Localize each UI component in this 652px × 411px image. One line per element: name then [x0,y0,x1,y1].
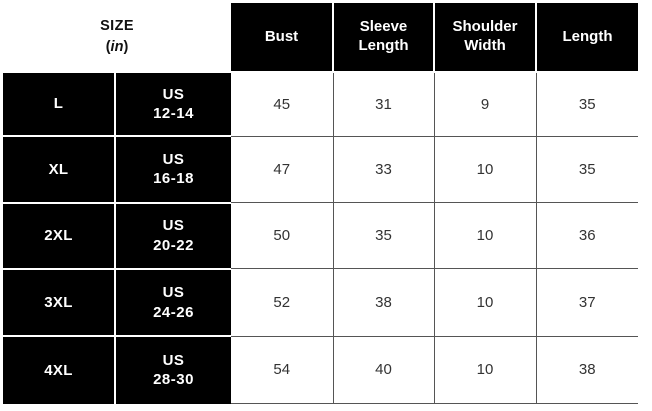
table-row: 3XL US 24-26 52 38 10 37 [3,267,638,337]
row-us-size: US 20-22 [115,201,231,269]
cell-length: 37 [535,268,638,337]
row-us-size: US 24-26 [115,267,231,337]
unit-abbreviation: in [110,39,124,55]
unit-paren-close: ) [123,39,129,55]
cell-sleeve-length: 33 [332,135,435,204]
cell-shoulder-width: 10 [433,135,537,204]
column-header-bust-line1: Bust [264,27,299,45]
cell-sleeve-length: 31 [332,72,435,137]
cell-shoulder-width: 10 [433,202,537,270]
cell-bust: 54 [231,335,334,405]
row-size-label: XL [3,135,116,203]
cell-length: 35 [535,135,638,204]
table-body: L US 12-14 45 31 9 35 XL US 16-18 47 33 … [3,70,638,405]
row-us-size-line2: 16-18 [153,170,194,188]
size-chart-table: SIZE (in) Bust Sleeve Length Shoulder Wi… [3,3,638,405]
size-header-unit: (in) [3,37,231,58]
row-us-size-line2: 12-14 [153,105,194,123]
cell-length: 36 [535,202,638,270]
row-size-label: L [3,70,116,137]
cell-sleeve-length: 35 [332,202,435,270]
cell-bust: 50 [231,202,334,270]
table-row: 2XL US 20-22 50 35 10 36 [3,201,638,270]
row-us-size: US 28-30 [115,335,231,404]
row-us-size-line2: 24-26 [153,303,194,321]
column-header-length: Length [535,3,638,73]
table-row: 4XL US 28-30 54 40 10 38 [3,335,638,405]
row-us-size: US 16-18 [115,135,231,203]
column-header-shoulder-width-line1: Shoulder [452,18,518,36]
size-header-label: SIZE [100,18,134,35]
row-us-size-line2: 20-22 [153,236,194,254]
column-header-shoulder-width-line2: Width [464,37,506,54]
row-us-size-line1: US [162,85,185,103]
cell-shoulder-width: 9 [433,72,537,137]
row-us-size-line2: 28-30 [153,371,194,389]
size-unit-header: SIZE (in) [3,3,231,72]
cell-length: 35 [535,72,638,137]
table-header: SIZE (in) Bust Sleeve Length Shoulder Wi… [3,3,638,73]
header-row: SIZE (in) Bust Sleeve Length Shoulder Wi… [3,3,638,73]
cell-length: 38 [535,335,638,405]
column-header-sleeve-length: Sleeve Length [332,3,435,73]
column-header-sleeve-length-line2: Length [358,37,409,54]
table-row: XL US 16-18 47 33 10 35 [3,135,638,204]
column-header-shoulder-width: Shoulder Width [433,3,537,73]
row-us-size-line1: US [162,284,185,302]
row-us-size-line1: US [162,150,185,168]
cell-bust: 52 [231,268,334,337]
cell-sleeve-length: 40 [332,335,435,405]
row-us-size-line1: US [162,217,185,235]
cell-bust: 47 [231,135,334,204]
cell-bust: 45 [231,72,334,137]
column-header-bust: Bust [231,3,334,73]
row-size-label: 2XL [3,201,116,269]
row-us-size: US 12-14 [115,70,231,137]
unit-paren-open: ( [105,39,111,55]
row-size-label: 4XL [3,335,116,404]
cell-shoulder-width: 10 [433,335,537,405]
cell-sleeve-length: 38 [332,268,435,337]
column-header-sleeve-length-line1: Sleeve [359,18,408,36]
column-header-length-line1: Length [562,27,613,45]
table-row: L US 12-14 45 31 9 35 [3,70,638,137]
row-size-label: 3XL [3,267,116,337]
row-us-size-line1: US [162,351,185,369]
cell-shoulder-width: 10 [433,268,537,337]
